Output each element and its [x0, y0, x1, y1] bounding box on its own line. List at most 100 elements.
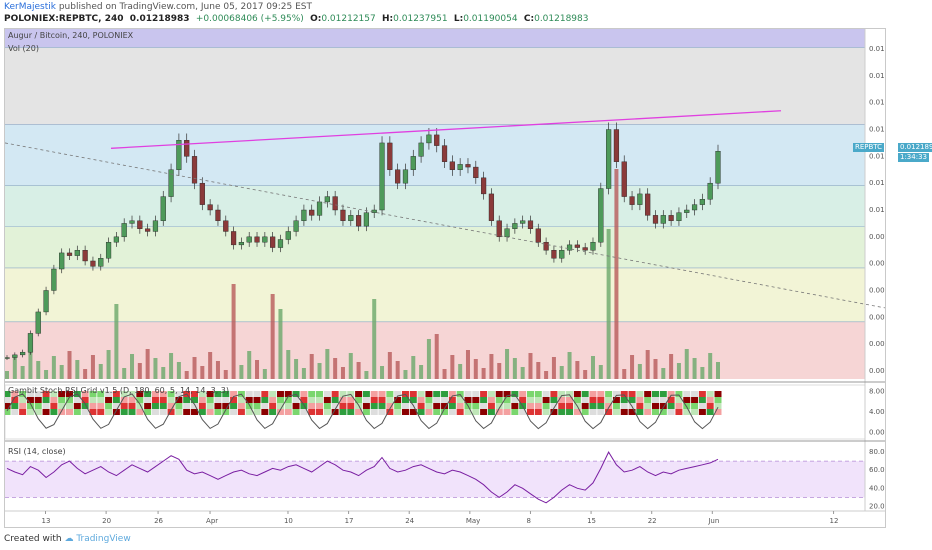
stoch-cell	[214, 397, 222, 403]
candle-body	[199, 182, 205, 205]
open-value: 0.01212157	[321, 14, 376, 24]
author-link[interactable]: KerMajestik	[4, 2, 56, 12]
candle-body	[527, 220, 534, 229]
volume-bar	[622, 369, 627, 379]
stoch-cell	[706, 409, 714, 415]
stoch-cell	[144, 397, 152, 403]
price-tick: 0.00800000	[869, 260, 885, 268]
stoch-cell	[386, 391, 394, 397]
volume-bar	[294, 359, 299, 379]
volume-bar	[590, 356, 595, 379]
stoch-cell	[456, 391, 464, 397]
volume-bar	[137, 363, 142, 379]
candle-body	[168, 169, 174, 197]
stoch-cell	[284, 391, 292, 397]
chart-svg[interactable]: 0.00400000 0.00500000 0.00600000 0.00700000…	[5, 29, 885, 527]
tradingview-logo-icon[interactable]: ☁	[64, 534, 74, 544]
stoch-cell	[331, 403, 339, 409]
stoch-cell	[300, 397, 308, 403]
volume-bar	[153, 358, 158, 379]
volume-bar	[122, 368, 127, 379]
time-tick: 24	[405, 517, 414, 525]
stoch-cell	[175, 403, 183, 409]
stoch-cell	[448, 391, 456, 397]
volume-bar	[286, 350, 291, 379]
stoch-cell	[691, 397, 699, 403]
volume-bar	[551, 357, 556, 379]
stoch-cell	[308, 409, 316, 415]
stoch-cell	[581, 397, 589, 403]
stoch-cell	[526, 397, 534, 403]
volume-bar	[559, 366, 564, 379]
stoch-cell	[472, 403, 480, 409]
stoch-cell	[401, 409, 409, 415]
stoch-cell	[11, 409, 19, 415]
stoch-cell	[589, 403, 597, 409]
stoch-cell	[183, 409, 191, 415]
volume-bar	[583, 370, 588, 379]
volume-bar	[223, 370, 228, 379]
candle-body	[481, 177, 487, 195]
candle-body	[684, 209, 690, 213]
candle-body	[238, 241, 244, 246]
stoch-cell	[409, 397, 417, 403]
stoch-cell	[558, 403, 566, 409]
volume-bar	[231, 284, 236, 379]
candle-body	[20, 351, 26, 356]
band	[5, 267, 865, 322]
volume-bar	[184, 371, 189, 379]
volume-bar	[606, 229, 611, 379]
stoch-cell	[308, 391, 316, 397]
candle-body	[676, 212, 682, 221]
stoch-cell	[659, 397, 667, 403]
candle-body	[363, 212, 370, 227]
stoch-cell	[589, 397, 597, 403]
stoch-cell	[480, 397, 488, 403]
stoch-cell	[331, 409, 339, 415]
overlay-lines	[5, 110, 885, 309]
candle-body	[43, 290, 49, 313]
footer-created: Created with	[4, 534, 62, 544]
stoch-cell	[214, 403, 222, 409]
stoch-cell	[620, 397, 628, 403]
stoch-cell	[276, 397, 284, 403]
stoch-cell	[105, 391, 113, 397]
stoch-cell	[316, 403, 324, 409]
candle-body	[277, 239, 284, 248]
stoch-cell	[175, 391, 183, 397]
volume-bar	[489, 354, 494, 379]
volume-bar	[669, 354, 674, 379]
stoch-cell	[292, 397, 300, 403]
stoch-cell	[644, 397, 652, 403]
price-tick: 0.01500000	[869, 72, 885, 80]
volume-bar	[106, 350, 111, 379]
stoch-pane-title: Gambit Stoch RSI Grid v1.5 (D, 180, 60, …	[8, 386, 229, 395]
stoch-cell	[573, 397, 581, 403]
candle-body	[113, 236, 119, 243]
stoch-cell	[487, 397, 495, 403]
volume-bar	[270, 294, 275, 379]
stoch-cell	[276, 403, 284, 409]
stoch-cell	[683, 409, 691, 415]
stoch-cell	[5, 403, 11, 409]
stoch-cell	[394, 403, 402, 409]
tradingview-brand[interactable]: TradingView	[76, 534, 131, 544]
rsi-line	[6, 451, 719, 504]
stoch-cell	[441, 403, 449, 409]
stoch-cell	[144, 391, 152, 397]
stoch-tick: 4.0000	[869, 408, 885, 416]
chart-frame[interactable]: 0.00400000 0.00500000 0.00600000 0.00700000…	[4, 28, 886, 528]
stoch-cell	[230, 409, 238, 415]
stoch-cell	[42, 397, 50, 403]
stoch-cell	[511, 403, 519, 409]
stoch-cell	[144, 403, 152, 409]
stoch-cell	[97, 391, 105, 397]
time-tick: 26	[154, 517, 163, 525]
stoch-cell	[456, 409, 464, 415]
time-tick: 15	[587, 517, 596, 525]
stoch-cell	[89, 391, 97, 397]
volume-bar	[114, 304, 119, 379]
volume-bar	[411, 356, 416, 379]
stoch-cell	[175, 409, 183, 415]
volume-bar	[215, 361, 220, 379]
